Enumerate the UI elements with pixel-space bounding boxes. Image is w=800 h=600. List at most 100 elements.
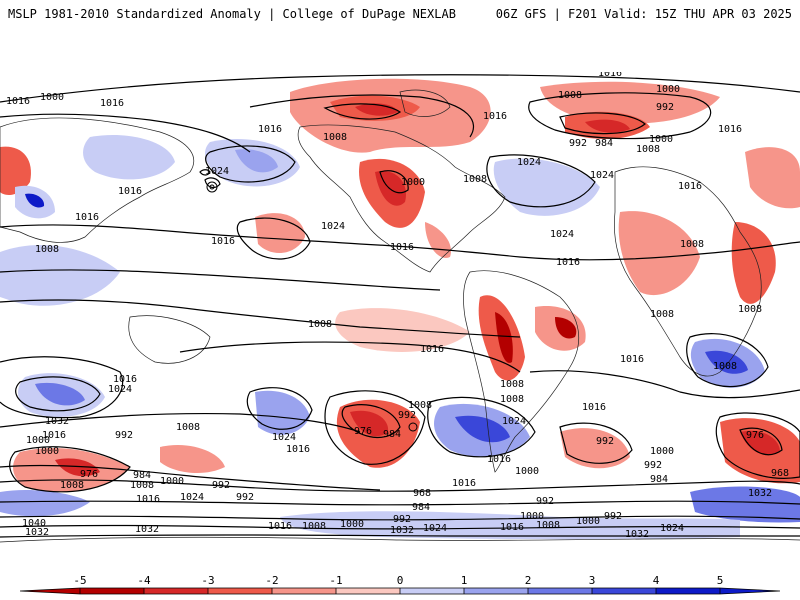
isobar-label: 1000 [26, 435, 50, 446]
isobar [0, 515, 800, 521]
isobar-lines [0, 74, 800, 538]
isobar [0, 464, 381, 491]
isobar-label: 1000 [520, 511, 544, 522]
isobar-label: 1016 [390, 242, 414, 253]
anomaly-region [55, 458, 100, 477]
colorbar-cell [208, 588, 272, 594]
isobar-label: 1016 [420, 344, 444, 355]
isobar [715, 412, 800, 479]
isobar-label: 1008 [302, 521, 326, 532]
anomaly-region [83, 134, 175, 180]
isobar [0, 356, 124, 419]
anomaly-region [585, 119, 630, 133]
isobar-label: 992 [644, 460, 662, 471]
colorbar: -5 -4 -3 -2 -1 0 1 2 3 4 5 [0, 570, 800, 600]
isobar-label: 1032 [135, 524, 159, 535]
isobar-label: 1016 [718, 124, 742, 135]
low-center-ring [209, 184, 215, 190]
anomaly-region [25, 193, 45, 208]
colorbar-tick-label: 2 [525, 574, 532, 587]
isobar-label: 1024 [502, 416, 526, 427]
isobar-label: 1032 [390, 525, 414, 536]
isobar [0, 534, 800, 538]
isobar [179, 341, 521, 373]
europe-africa-coast [614, 166, 762, 377]
isobar [486, 154, 596, 208]
isobar [324, 390, 426, 465]
isobar-label: 1016 [452, 478, 476, 489]
isobar [236, 217, 311, 260]
product-title: MSLP 1981-2010 Standardized Anomaly | Co… [8, 7, 456, 21]
anomaly-region [495, 312, 513, 363]
isobar-label: 992 [115, 430, 133, 441]
isobar-label: 984 [595, 138, 613, 149]
isobar-label: 1008 [130, 480, 154, 491]
isobar-label: 976 [746, 430, 764, 441]
model-run-info: 06Z GFS | F201 Valid: 15Z THU APR 03 202… [495, 7, 792, 21]
anomaly-region [560, 428, 630, 469]
isobar [0, 269, 441, 291]
isobar-label: 1008 [463, 174, 487, 185]
isobar-label: 1024 [180, 492, 204, 503]
map-header: MSLP 1981-2010 Standardized Anomaly | Co… [0, 0, 800, 30]
isobar-label: 992 [236, 492, 254, 503]
isobar-label: 984 [383, 429, 401, 440]
isobar-label: 1008 [323, 132, 347, 143]
colorbar-tick-label: -1 [329, 574, 342, 587]
isobar [0, 224, 800, 261]
anomaly-map: 1016 1008 1000 992 1016 1016 1008 1000 9… [0, 72, 800, 557]
isobar-label: 1008 [176, 422, 200, 433]
anomaly-region [740, 430, 780, 456]
isobar-label: 1016 [286, 444, 310, 455]
colorbar-tick-label: -2 [265, 574, 278, 587]
colorbar-cell [528, 588, 592, 594]
isobar-label: 1016 [258, 124, 282, 135]
isobar [0, 412, 361, 433]
colorbar-under-triangle [20, 588, 80, 594]
colorbar-cell [144, 588, 208, 594]
isobar-label: 992 [398, 410, 416, 421]
isobar-label: 1000 [40, 92, 64, 103]
isobar-label: 1032 [25, 527, 49, 538]
isobar [0, 524, 800, 530]
isobar-label: 1000 [656, 84, 680, 95]
isobar [559, 422, 633, 464]
isobar [686, 333, 769, 388]
colorbar-cell [80, 588, 144, 594]
colorbar-tick-label: 5 [717, 574, 724, 587]
isobar-label: 1008 [35, 244, 59, 255]
isobar-label: 1016 [75, 212, 99, 223]
low-center-ring [408, 422, 418, 432]
isobar [528, 92, 712, 140]
anomaly-region [0, 146, 31, 195]
isobar [204, 177, 221, 189]
australia-coast [128, 315, 211, 364]
isobar-label: 1008 [500, 379, 524, 390]
anomaly-region [280, 511, 740, 540]
isobar-label: 1024 [590, 170, 614, 181]
isobar-label: 1016 [268, 521, 292, 532]
anomaly-region [618, 211, 700, 296]
isobar [739, 427, 783, 456]
anomaly-region [745, 147, 800, 209]
isobar-label: 1008 [650, 309, 674, 320]
isobar [427, 396, 536, 458]
isobar-label: 1000 [576, 516, 600, 527]
greenland-coast [399, 89, 451, 117]
isobar-label: 992 [569, 138, 587, 149]
colorbar-tick-label: 4 [653, 574, 660, 587]
anomaly-region [0, 490, 90, 517]
isobar-label: 1016 [118, 186, 142, 197]
isobar-label: 1008 [713, 361, 737, 372]
isobar [246, 387, 313, 430]
colorbar-cell [464, 588, 528, 594]
isobar-label: 1016 [6, 96, 30, 107]
isobar-label: 1008 [500, 394, 524, 405]
isobar-label: 1016 [678, 181, 702, 192]
isobar-label: 1008 [558, 90, 582, 101]
isobar-label: 984 [412, 502, 430, 513]
isobar [0, 299, 521, 338]
antarctica-coast [0, 536, 800, 543]
isobar-label: 1032 [625, 529, 649, 540]
anomaly-region [705, 350, 748, 374]
